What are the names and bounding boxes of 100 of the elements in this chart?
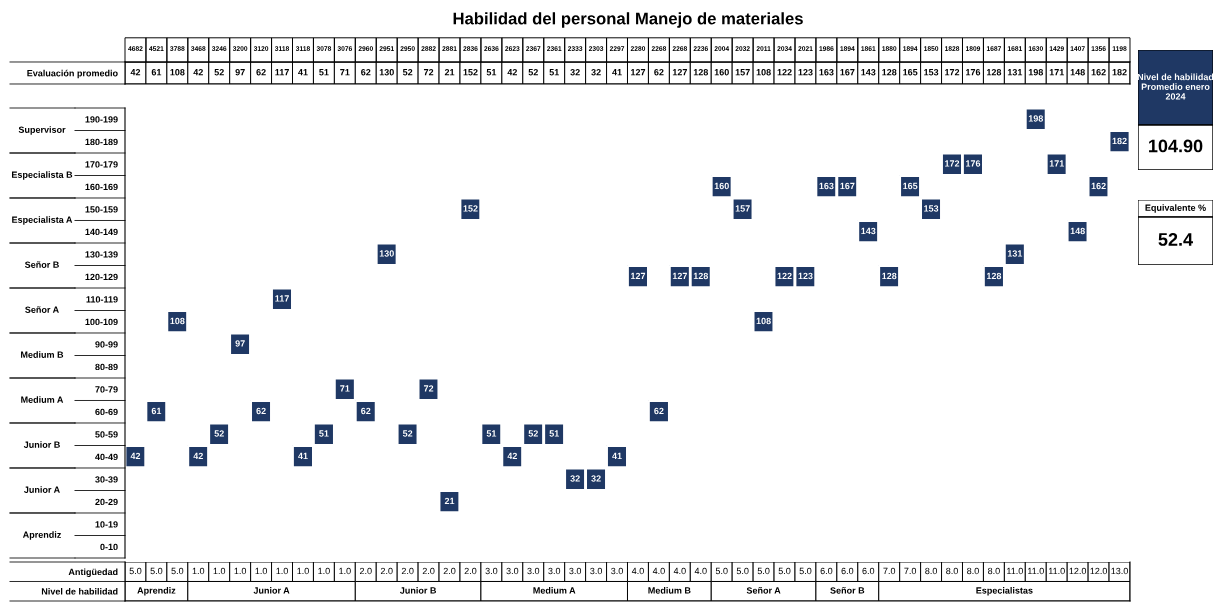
data-label: 128 — [986, 69, 1002, 76]
y-tick-label: Evaluación promedio — [27, 69, 118, 79]
data-label: 143 — [861, 69, 876, 76]
data-label: 11.0 — [1028, 567, 1044, 575]
data-label: 165 — [903, 182, 918, 190]
data-label: 2.0 — [359, 567, 372, 575]
data-label: 97 — [235, 69, 245, 76]
data-label: 167 — [840, 69, 855, 76]
data-label: 51 — [319, 69, 329, 76]
data-label: 72 — [423, 385, 434, 392]
data-label: 3.0 — [506, 567, 519, 575]
data-label: 5.0 — [715, 567, 728, 575]
data-label: 171 — [1049, 69, 1064, 76]
data-label: 8.0 — [988, 567, 1000, 575]
y-tick-label: 130-139 — [85, 251, 118, 258]
data-label: 5.0 — [799, 567, 812, 575]
y-tick-label: 140-149 — [85, 228, 118, 236]
data-label: 176 — [966, 69, 981, 76]
data-label: 51 — [549, 430, 559, 437]
data-label: 122 — [777, 69, 792, 76]
data-label: 6.0 — [862, 567, 875, 575]
data-label: 41 — [612, 69, 622, 76]
data-label: 51 — [549, 69, 559, 76]
data-label: 128 — [693, 272, 709, 280]
data-label: 130 — [379, 69, 394, 76]
data-label: 182 — [1112, 137, 1127, 145]
data-label: 42 — [130, 69, 141, 76]
data-label: 163 — [819, 69, 834, 76]
data-label: 123 — [798, 272, 813, 280]
data-label: 5.0 — [129, 567, 142, 575]
data-label: 62 — [256, 69, 266, 76]
text: Medium A — [533, 587, 576, 594]
y-tick-label: 80-89 — [95, 363, 118, 371]
data-label: 3.0 — [569, 567, 582, 575]
data-label: 12.0 — [1069, 567, 1087, 575]
data-label: 3.0 — [527, 567, 540, 575]
data-label: 172 — [945, 160, 960, 167]
data-label: 62 — [654, 407, 664, 415]
text: Junior A — [253, 587, 290, 594]
y-tick-label: Nivel de habilidad — [41, 587, 118, 595]
y-tick-label: 60-69 — [95, 408, 118, 416]
y2-tick-label: Señor B — [24, 261, 59, 268]
data-label: 7.0 — [883, 567, 896, 575]
data-label: 62 — [654, 69, 664, 76]
data-label: 117 — [275, 69, 289, 76]
y-tick-label: 150-159 — [85, 206, 118, 213]
data-label: 61 — [151, 69, 162, 76]
y-tick-label: 110-119 — [86, 296, 118, 303]
data-label: 32 — [591, 475, 601, 482]
data-label: 160 — [714, 69, 729, 76]
data-label: 160 — [714, 182, 729, 190]
data-label: 6.0 — [841, 567, 854, 575]
text: 104.90 — [1149, 139, 1203, 153]
y-tick-label: 70-79 — [95, 386, 118, 393]
data-label: 11.0 — [1048, 567, 1065, 575]
y-tick-label: 120-129 — [85, 273, 118, 281]
y2-tick-label: Especialista B — [12, 171, 73, 180]
data-label: 42 — [507, 452, 517, 460]
data-label: 5.0 — [171, 567, 184, 575]
data-label: 1.0 — [339, 567, 351, 575]
data-label: 52 — [402, 69, 413, 76]
data-label: 11.0 — [1007, 567, 1023, 575]
data-label: 123 — [798, 69, 813, 76]
y2-tick-label: Junior B — [23, 441, 60, 448]
data-label: 1.0 — [297, 567, 309, 575]
data-label: 71 — [340, 385, 350, 392]
data-label: 3.0 — [485, 567, 498, 575]
data-label: 153 — [924, 205, 939, 212]
data-label: 51 — [319, 430, 329, 437]
data-label: 5.0 — [150, 567, 163, 575]
data-label: 51 — [486, 430, 497, 437]
data-label: 8.0 — [925, 567, 938, 575]
data-label: 2.0 — [443, 567, 456, 575]
data-label: 5.0 — [778, 567, 791, 575]
data-label: 148 — [1070, 227, 1085, 235]
y-tick-label: 90-99 — [95, 341, 118, 348]
y2-tick-label: Especialista A — [12, 216, 73, 225]
data-label: 42 — [507, 69, 517, 76]
y-tick-label: 190-199 — [85, 116, 118, 123]
data-label: 128 — [882, 272, 897, 280]
data-label: 165 — [903, 69, 918, 76]
data-label: 128 — [986, 272, 1002, 280]
y-tick-label: 20-29 — [95, 498, 118, 506]
data-label: 13.0 — [1111, 567, 1128, 575]
y2-tick-label: Medium B — [21, 351, 64, 358]
data-label: 176 — [966, 160, 981, 167]
data-label: 4.0 — [631, 567, 644, 575]
data-label: 42 — [193, 69, 203, 76]
text: 52.4 — [1158, 233, 1193, 246]
data-label: 42 — [193, 452, 203, 460]
data-label: 143 — [861, 227, 876, 235]
data-label: 4.0 — [694, 567, 707, 575]
data-label: 61 — [151, 407, 162, 415]
data-label: 131 — [1007, 69, 1023, 76]
data-label: 130 — [379, 250, 394, 257]
y2-tick-label: Medium A — [21, 396, 64, 403]
chart-title: Habilidad del personal Manejo de materiales — [453, 12, 803, 28]
data-label: 52 — [402, 430, 413, 437]
text: Especialistas — [976, 587, 1033, 596]
y-tick-label: Antigüedad — [68, 568, 118, 577]
